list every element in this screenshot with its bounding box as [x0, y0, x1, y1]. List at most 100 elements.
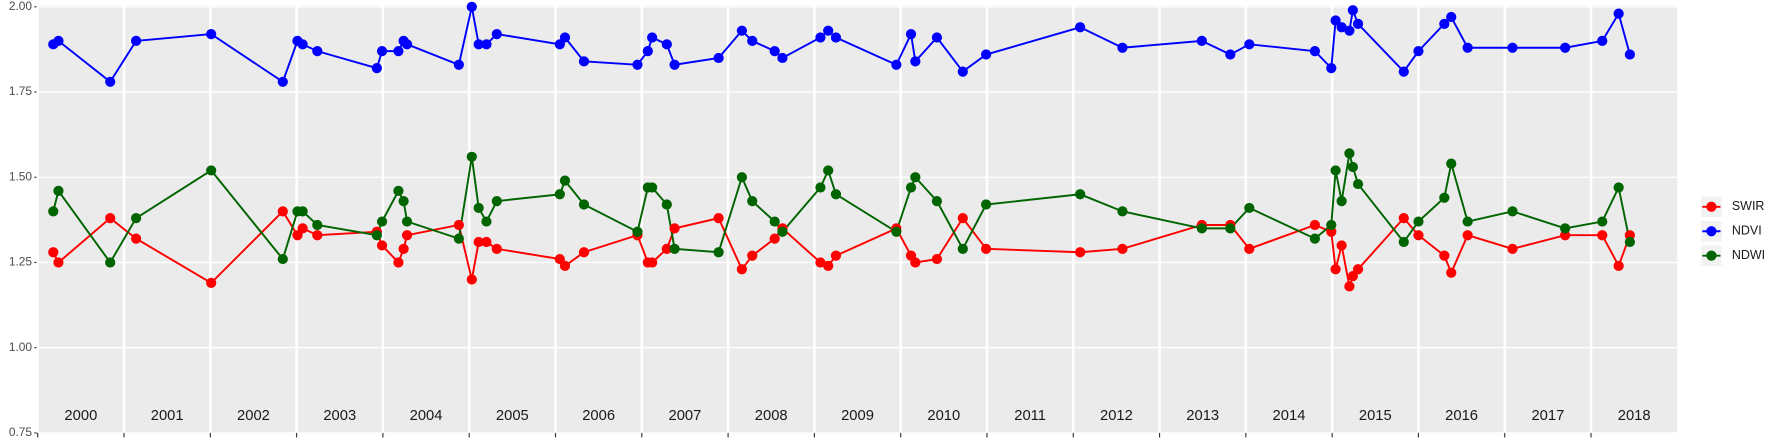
data-point: [713, 213, 724, 224]
data-point: [661, 199, 672, 210]
data-point: [910, 56, 921, 67]
data-point: [453, 233, 464, 244]
data-point: [578, 56, 590, 67]
x-tick-label: 2016: [1445, 408, 1478, 424]
data-point: [823, 25, 834, 36]
data-point: [1336, 196, 1347, 207]
data-point: [130, 213, 142, 224]
data-point: [53, 257, 64, 268]
data-point: [661, 39, 672, 50]
data-point: [1344, 25, 1355, 36]
data-point: [53, 35, 64, 47]
x-tick-label: 2006: [582, 408, 615, 424]
data-point: [398, 196, 409, 207]
data-point: [669, 59, 680, 70]
data-point: [312, 230, 323, 241]
data-point: [1225, 223, 1236, 234]
x-tick-label: 2017: [1531, 408, 1564, 424]
data-point: [632, 59, 643, 70]
data-point: [1613, 182, 1624, 193]
data-point: [453, 219, 464, 231]
data-point: [554, 189, 565, 200]
data-point: [1446, 267, 1457, 278]
data-point: [1413, 230, 1424, 241]
data-point: [277, 76, 288, 87]
x-tick-label: 2010: [927, 408, 960, 424]
data-point: [1624, 236, 1635, 248]
data-point: [1462, 42, 1473, 53]
data-point: [312, 219, 323, 231]
data-point: [980, 199, 992, 210]
x-tick-label: 2008: [755, 408, 788, 424]
data-point: [769, 216, 780, 227]
data-point: [891, 226, 902, 237]
data-point: [1560, 42, 1571, 53]
data-point: [1462, 216, 1473, 227]
x-tick-label: 2004: [410, 408, 443, 424]
data-point: [736, 25, 748, 36]
data-point: [1462, 230, 1473, 241]
x-tick-label: 2003: [323, 408, 356, 424]
data-point: [1075, 189, 1086, 200]
data-point: [669, 243, 680, 254]
y-tick-label: 2.00: [9, 0, 33, 13]
data-point: [105, 76, 116, 87]
data-point: [559, 260, 571, 271]
data-point: [1446, 11, 1457, 23]
x-tick-label: 2005: [496, 408, 529, 424]
legend-dot: [1706, 201, 1717, 212]
data-point: [466, 1, 477, 12]
data-point: [491, 196, 502, 207]
legend-label: SWIR: [1732, 199, 1765, 213]
data-point: [297, 223, 308, 234]
data-point: [777, 226, 788, 237]
data-point: [1326, 63, 1337, 74]
x-tick-label: 2001: [151, 408, 184, 424]
data-point: [297, 206, 308, 217]
data-point: [105, 257, 116, 268]
data-point: [1439, 18, 1450, 29]
y-tick-label: 1.25: [9, 255, 33, 269]
data-point: [1413, 46, 1424, 57]
data-point: [769, 46, 780, 57]
data-point: [1597, 35, 1608, 47]
data-point: [393, 257, 404, 268]
data-point: [401, 216, 413, 227]
data-point: [1613, 260, 1624, 271]
x-tick-label: 2015: [1359, 408, 1392, 424]
data-point: [491, 28, 502, 40]
data-point: [401, 39, 413, 50]
data-point: [669, 223, 680, 234]
data-point: [647, 182, 658, 193]
data-point: [1398, 236, 1409, 248]
data-point: [466, 151, 477, 162]
data-point: [769, 233, 780, 244]
data-point: [312, 46, 323, 57]
x-tick-label: 2002: [237, 408, 270, 424]
data-point: [376, 216, 388, 227]
data-point: [1352, 264, 1364, 275]
data-point: [1613, 8, 1624, 19]
data-point: [1597, 216, 1608, 227]
data-point: [277, 253, 288, 265]
data-point: [1309, 219, 1321, 231]
data-point: [905, 28, 917, 40]
x-tick-label: 2000: [64, 408, 97, 424]
data-point: [1330, 264, 1341, 275]
data-point: [1347, 161, 1358, 173]
data-point: [931, 196, 943, 207]
data-point: [1225, 49, 1236, 60]
data-point: [830, 189, 842, 200]
data-point: [823, 260, 834, 271]
data-point: [713, 247, 724, 258]
data-point: [371, 230, 382, 241]
data-point: [371, 63, 382, 74]
x-tick-label: 2013: [1186, 408, 1219, 424]
data-point: [931, 253, 943, 265]
data-point: [1309, 46, 1321, 57]
data-point: [815, 182, 826, 193]
data-point: [206, 165, 217, 176]
data-point: [1244, 202, 1255, 214]
data-point: [473, 236, 484, 248]
